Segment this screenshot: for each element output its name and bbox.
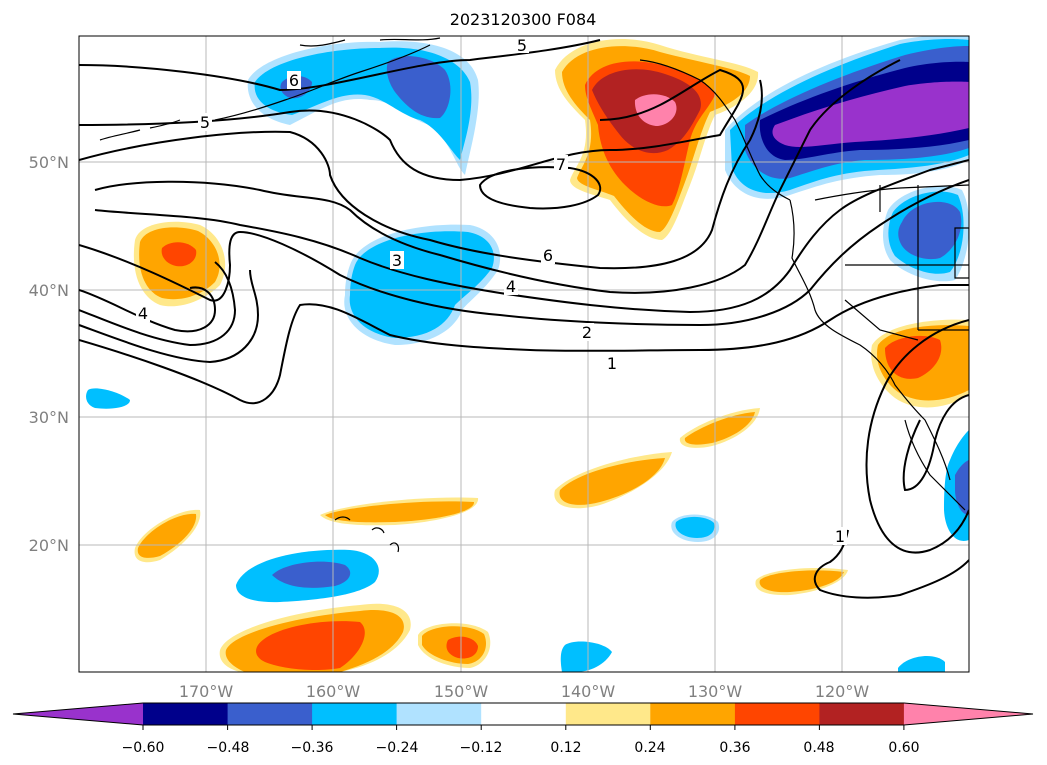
contour-label: 1: [607, 354, 617, 373]
map-frame: [78, 35, 970, 673]
contour-label: 4: [138, 304, 148, 323]
colorbar-segment: [734, 703, 820, 725]
lat-label: 40°N: [29, 281, 69, 300]
colorbar-extend-low: [13, 703, 143, 725]
colorbar-tick-label: 0.48: [803, 740, 834, 756]
colorbar-segment: [650, 703, 736, 725]
lon-label: 150°W: [434, 682, 489, 701]
colorbar-outline: [12, 702, 1034, 726]
map-title: 2023120300 F084: [450, 10, 597, 29]
contour-label: 6: [543, 246, 553, 265]
colorbar-extend-high: [903, 703, 1033, 725]
positive-anomaly-regions: [133, 38, 969, 672]
contour-label: 5: [517, 36, 527, 55]
colorbar-segment: [396, 703, 482, 725]
colorbar-tick-label: −0.24: [376, 740, 419, 756]
colorbar-tick-label: 0.36: [719, 740, 750, 756]
contour-label: 5: [200, 113, 210, 132]
lat-label: 50°N: [29, 153, 69, 172]
contour-lines: [79, 39, 969, 599]
negative-anomaly-regions: [86, 36, 969, 672]
colorbar-labels: −0.60 −0.48 −0.36 −0.24 −0.12 0.12 0.24 …: [122, 740, 920, 756]
colorbar-segment: [819, 703, 905, 725]
lon-label: 160°W: [306, 682, 361, 701]
colorbar-tick-label: −0.48: [207, 740, 250, 756]
lon-label: 170°W: [179, 682, 234, 701]
lon-label: 120°W: [815, 682, 870, 701]
contour-label-group: 5 6 5 7 6 4 3 4 2 1 1: [136, 36, 847, 546]
colorbar-tick-label: −0.36: [291, 740, 334, 756]
contour-label: 2: [582, 323, 592, 342]
lat-label: 20°N: [29, 536, 69, 555]
colorbar-segment: [312, 703, 398, 725]
colorbar-tick-label: −0.12: [460, 740, 503, 756]
colorbar-segment: [565, 703, 651, 725]
colorbar-segment: [227, 703, 313, 725]
contour-label: 3: [392, 251, 402, 270]
colorbar-tick-label: 0.12: [550, 740, 581, 756]
coastlines: [99, 37, 969, 553]
colorbar-tick-label: 0.60: [888, 740, 919, 756]
gridlines: [79, 36, 969, 672]
colorbar: −0.60 −0.48 −0.36 −0.24 −0.12 0.12 0.24 …: [12, 702, 1034, 756]
colorbar-segments: [13, 703, 1033, 725]
lon-label: 140°W: [561, 682, 616, 701]
latitude-labels: 50°N 40°N 30°N 20°N: [29, 153, 69, 555]
longitude-labels: 170°W 160°W 150°W 140°W 130°W 120°W: [179, 682, 870, 701]
colorbar-tick-label: −0.60: [122, 740, 165, 756]
contour-label: 1: [835, 527, 845, 546]
lat-label: 30°N: [29, 408, 69, 427]
contour-label: 4: [506, 277, 516, 296]
contour-label: 7: [556, 155, 566, 174]
contour-label: 6: [289, 71, 299, 90]
colorbar-ticks: [142, 725, 905, 730]
colorbar-tick-label: 0.24: [634, 740, 665, 756]
colorbar-segment: [481, 703, 567, 725]
colorbar-segment: [143, 703, 229, 725]
map-panel: 5 6 5 7 6 4 3 4 2 1 1: [79, 36, 969, 672]
lon-label: 130°W: [688, 682, 743, 701]
